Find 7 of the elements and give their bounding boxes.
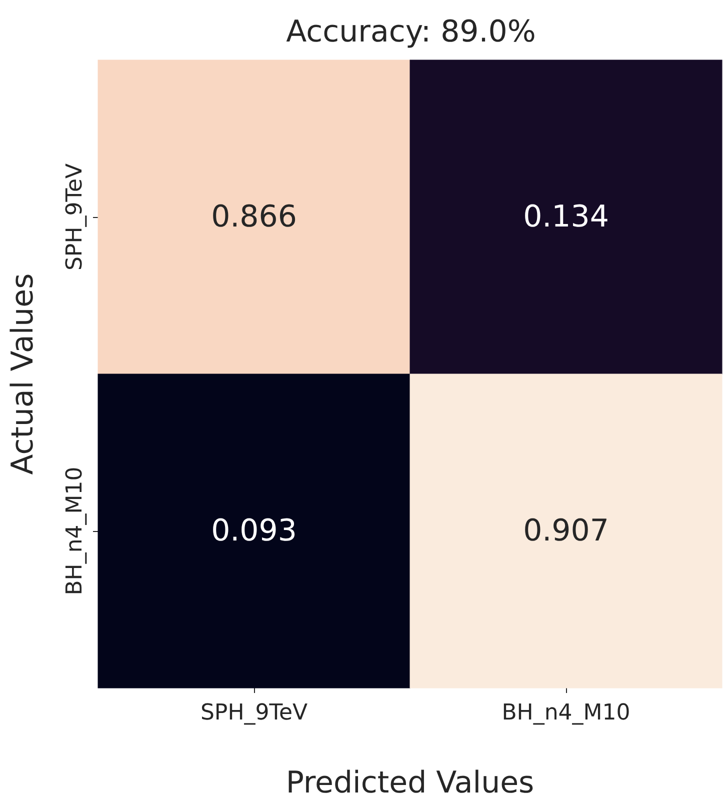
- chart-title: Accuracy: 89.0%: [286, 14, 536, 50]
- data-label: 0.134: [523, 200, 609, 234]
- x-axis-title: Predicted Values: [286, 766, 534, 800]
- data-label: 0.093: [211, 514, 297, 548]
- data-label: 0.907: [523, 514, 609, 548]
- data-label: 0.866: [211, 200, 297, 234]
- y-axis-title: Actual Values: [6, 273, 40, 475]
